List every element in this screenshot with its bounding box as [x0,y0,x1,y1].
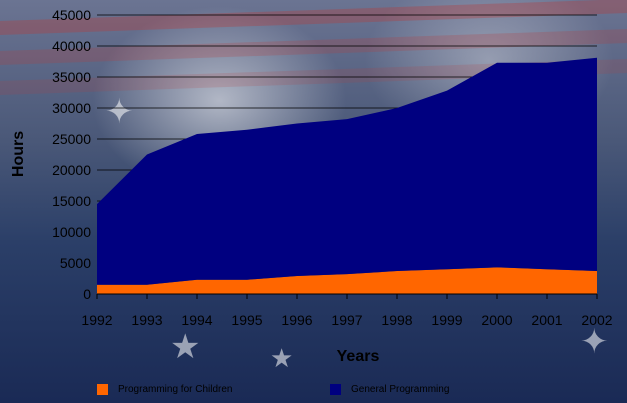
area-series-children [97,267,597,294]
legend-item-children: Programming for Children [97,384,233,395]
y-tick-label: 45000 [52,7,91,23]
x-tick-label: 1994 [181,312,212,328]
x-tick-label: 1993 [131,312,162,328]
y-tick-label: 30000 [52,100,91,116]
y-tick-label: 25000 [52,131,91,147]
x-tick-label: 1996 [281,312,312,328]
y-tick-label: 0 [83,286,91,302]
legend-swatch-general [330,384,341,395]
legend-swatch-children [97,384,108,395]
x-tick-label: 1999 [431,312,462,328]
y-tick-label: 5000 [60,255,91,271]
legend-label-children: Programming for Children [118,384,233,395]
chart-areas [97,57,597,294]
star-decoration: ★ [170,328,201,366]
legend: Programming for Children General Program… [0,384,627,403]
star-decoration: ✦ [105,93,134,131]
y-tick-label: 40000 [52,38,91,54]
y-axis-ticks: 0 5000 10000 15000 20000 25000 30000 35000 40000… [52,7,91,302]
x-tick-label: 2001 [531,312,562,328]
star-decoration: ★ [270,343,294,373]
x-tick-label: 2002 [581,312,612,328]
legend-label-general: General Programming [351,384,450,395]
x-axis-title: Years [337,348,380,365]
x-tick-label: 1998 [381,312,412,328]
x-tick-label: 1995 [231,312,262,328]
y-tick-label: 35000 [52,69,91,85]
x-axis-ticks: 1992 1993 1994 1995 1996 1997 1998 1999 2000 2001… [81,294,613,328]
x-tick-label: 1992 [81,312,112,328]
y-axis-title: Hours [10,131,27,177]
x-tick-label: 2000 [481,312,512,328]
x-tick-label: 1997 [331,312,362,328]
area-series-general [97,57,597,285]
y-tick-label: 15000 [52,193,91,209]
y-tick-label: 20000 [52,162,91,178]
star-decoration: ✦ [580,323,609,361]
legend-item-general: General Programming [330,384,449,395]
y-tick-label: 10000 [52,224,91,240]
